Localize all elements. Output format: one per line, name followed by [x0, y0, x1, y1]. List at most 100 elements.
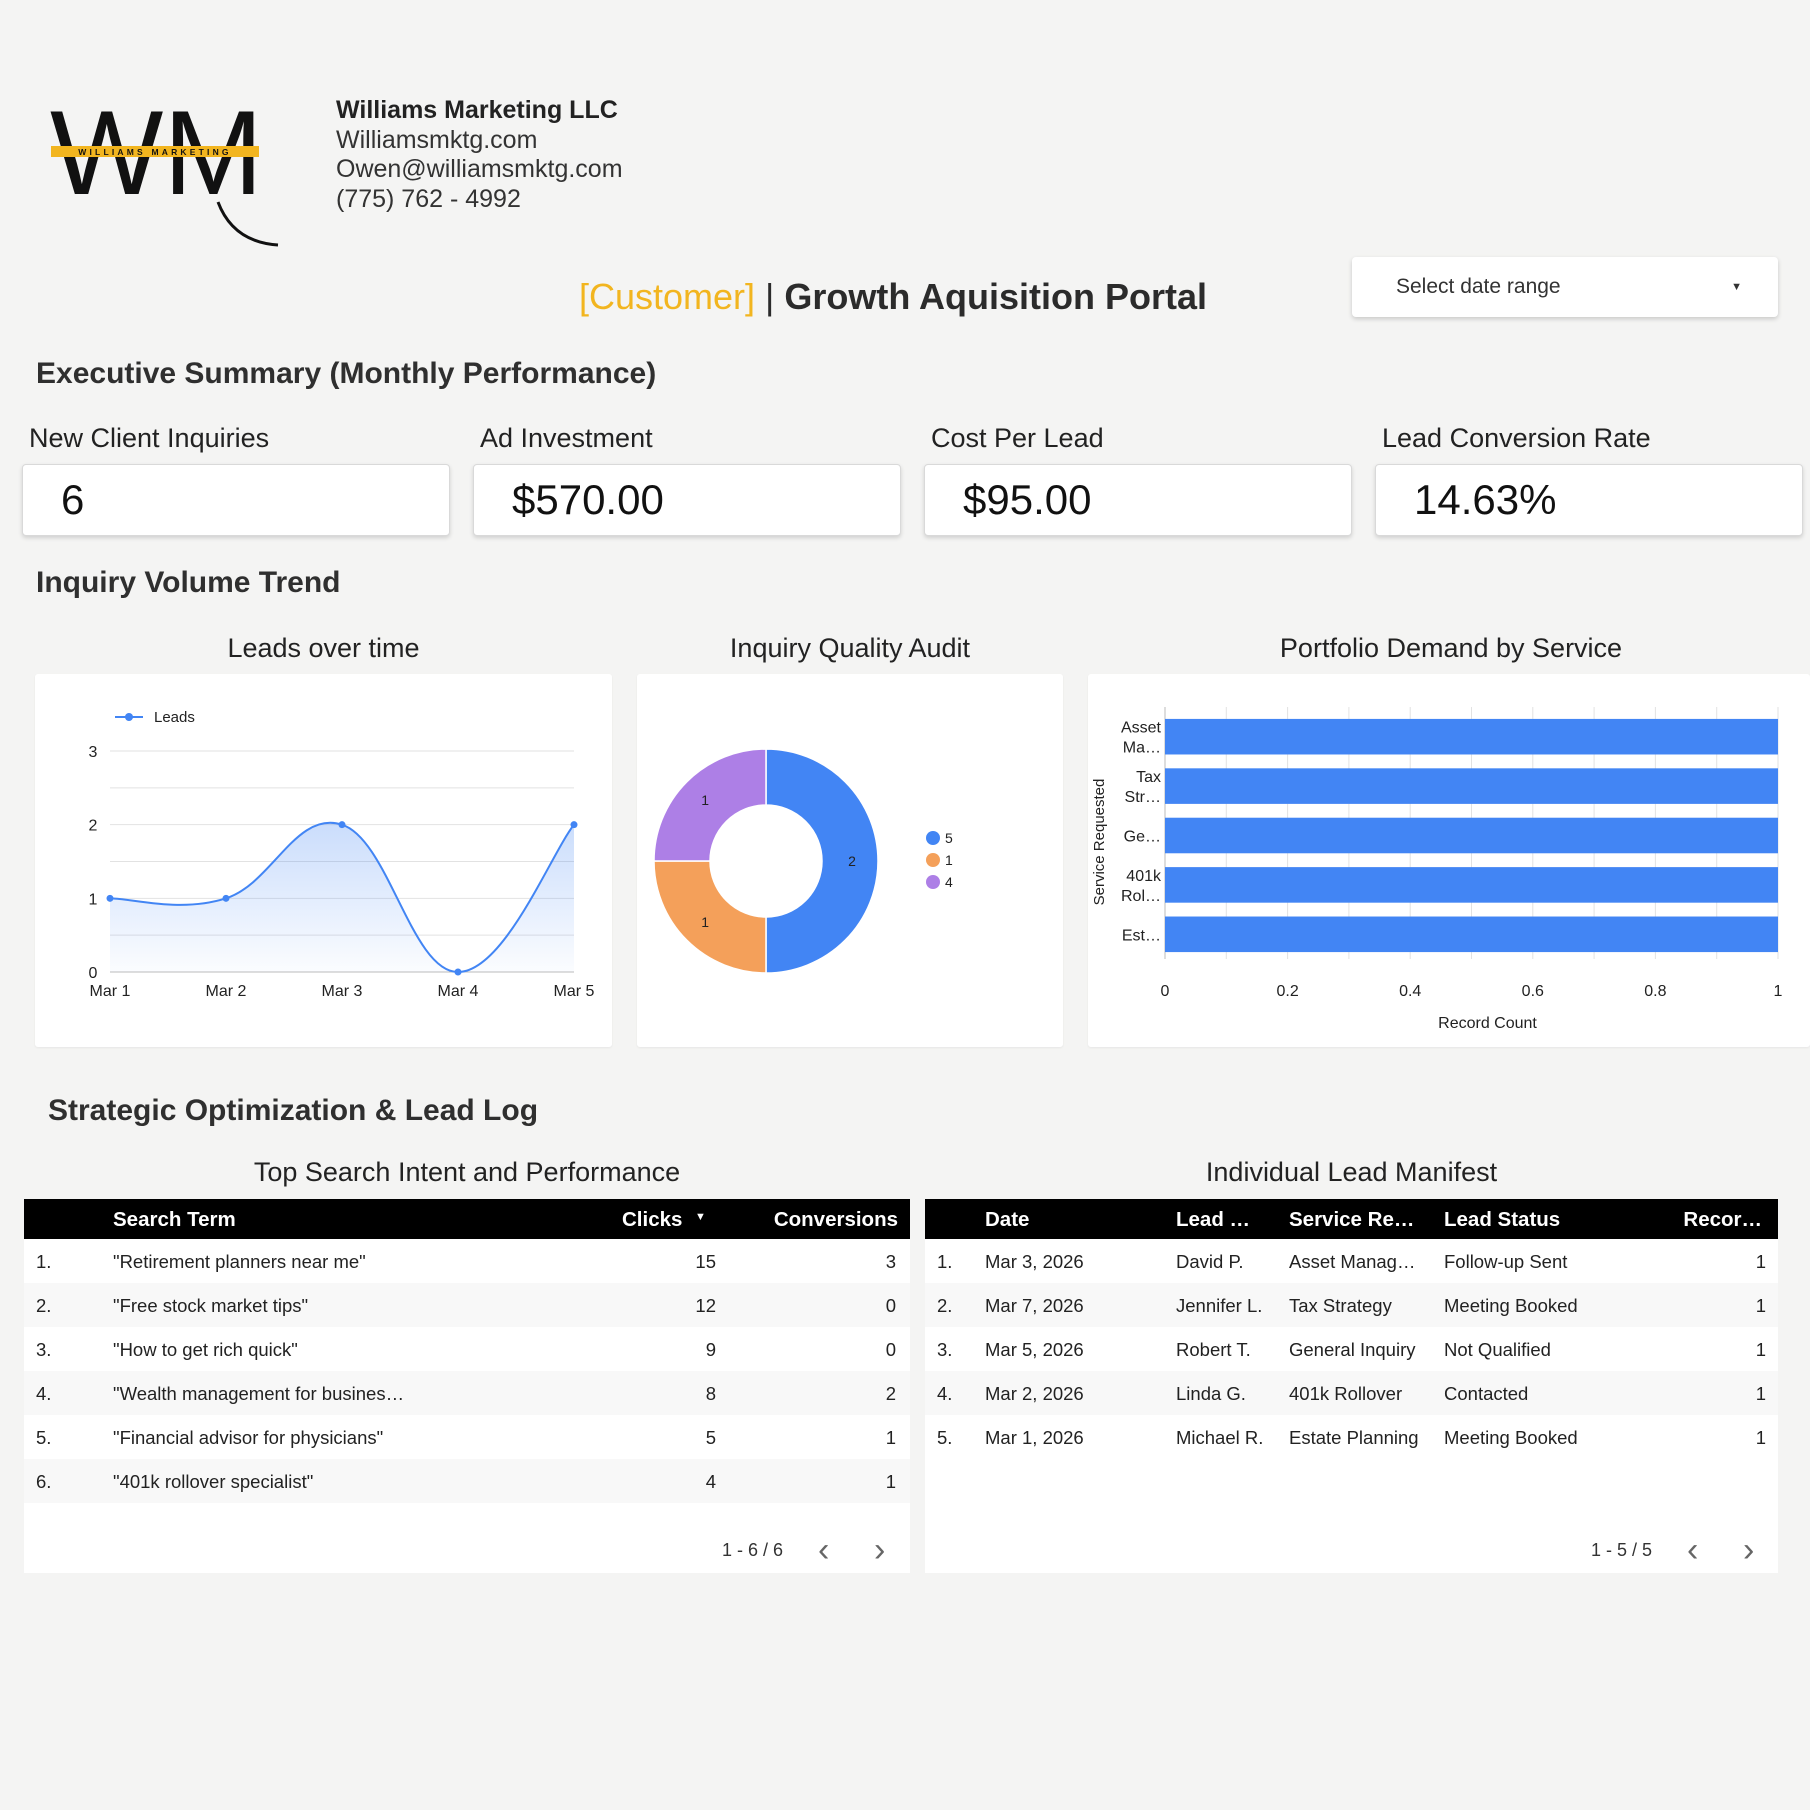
table-row[interactable]: 6. "401k rollover specialist" 4 1 [24, 1459, 910, 1503]
row-number: 5. [937, 1427, 953, 1448]
service-bar[interactable] [1165, 867, 1778, 903]
y-tick-label: 1 [89, 891, 98, 908]
y-tick-label: Rol… [1121, 888, 1161, 905]
table-row[interactable]: 4. "Wealth management for busines… 8 2 [24, 1371, 910, 1415]
x-tick-label: Mar 5 [554, 983, 595, 1000]
quality-donut-chart: 2 1 1 5 1 4 [653, 748, 953, 974]
legend-swatch-icon [926, 853, 940, 867]
manifest-table-next-icon[interactable]: › [1743, 1531, 1755, 1569]
column-header-lead[interactable]: Lead … [1176, 1208, 1251, 1231]
service-bar[interactable] [1165, 718, 1778, 755]
table-row[interactable]: 2. Mar 7, 2026 Jennifer L. Tax Strategy Meet… [925, 1283, 1778, 1327]
leads-point[interactable] [454, 968, 462, 976]
table-row[interactable]: 5. "Financial advisor for physicians" 5 1 [24, 1415, 910, 1459]
service-cell: Estate Planning [1289, 1427, 1419, 1448]
column-header-clicks[interactable]: Clicks [622, 1208, 683, 1231]
date-range-select[interactable]: Select date range ▼ [1352, 257, 1778, 317]
clicks-cell: 4 [705, 1471, 716, 1492]
conversions-cell: 1 [885, 1427, 896, 1448]
company-name: Williams Marketing LLC [336, 96, 618, 124]
conversions-cell: 0 [885, 1339, 896, 1360]
column-header-date[interactable]: Date [985, 1208, 1030, 1231]
quality-chart-panel: 2 1 1 5 1 4 [637, 674, 1063, 1047]
table-row[interactable]: 1. Mar 3, 2026 David P. Asset Manag… Follow-… [925, 1239, 1778, 1283]
search-table-pagination: 1 - 6 / 6 [722, 1540, 784, 1560]
column-header-conversions[interactable]: Conversions [773, 1208, 898, 1231]
kpi-value-cost-per-lead: $95.00 [924, 464, 1352, 536]
leads-area [110, 822, 574, 972]
legend-label: 1 [945, 852, 953, 868]
date-cell: Mar 2, 2026 [985, 1383, 1084, 1404]
leads-point[interactable] [222, 894, 230, 902]
kpi-label-ad-investment: Ad Investment [480, 423, 653, 453]
x-tick-label: 0 [1161, 983, 1170, 1000]
row-number: 5. [36, 1427, 52, 1448]
leads-point[interactable] [570, 821, 578, 829]
clicks-cell: 15 [695, 1251, 716, 1272]
lead-name-cell: Robert T. [1176, 1339, 1251, 1360]
legend-label: 5 [945, 830, 953, 846]
x-tick-label: Mar 1 [90, 983, 131, 1000]
table-row[interactable]: 3. "How to get rich quick" 9 0 [24, 1327, 910, 1371]
row-number: 1. [937, 1251, 953, 1272]
record-count-cell: 1 [1755, 1383, 1766, 1404]
legend-swatch-icon [926, 875, 940, 889]
search-table-prev-icon[interactable]: ‹ [818, 1531, 830, 1569]
donut-slice[interactable] [653, 748, 767, 862]
table-row[interactable]: 1. "Retirement planners near me" 15 3 [24, 1239, 910, 1283]
search-term-cell: "Retirement planners near me" [113, 1251, 366, 1272]
company-logo: WM WILLIAMS MARKETING [50, 86, 279, 247]
donut-slice[interactable] [653, 860, 767, 974]
slice-label: 1 [701, 914, 709, 930]
conversions-cell: 3 [885, 1251, 896, 1272]
date-cell: Mar 7, 2026 [985, 1295, 1084, 1316]
row-number: 1. [36, 1251, 52, 1272]
dropdown-caret-icon: ▼ [1731, 281, 1742, 293]
legend-label: Leads [154, 709, 195, 726]
search-term-cell: "Wealth management for busines… [113, 1383, 405, 1404]
company-info: Williams Marketing LLC Williamsmktg.com … [336, 96, 623, 214]
manifest-table: Date Lead … Service Re… Lead Status Reco… [925, 1199, 1778, 1573]
x-tick-label: Mar 3 [322, 983, 363, 1000]
table-row[interactable]: 3. Mar 5, 2026 Robert T. General Inquiry Not… [925, 1327, 1778, 1371]
manifest-table-prev-icon[interactable]: ‹ [1687, 1531, 1699, 1569]
portfolio-chart-panel: 0 0.2 0.4 0.6 0.8 1 Asset Ma… Tax Str… Ge… 401k Rol…… [1088, 674, 1810, 1047]
search-term-cell: "Free stock market tips" [113, 1295, 309, 1316]
service-cell: Tax Strategy [1289, 1295, 1392, 1316]
conversions-cell: 2 [885, 1383, 896, 1404]
table-row[interactable]: 5. Mar 1, 2026 Michael R. Estate Planning Me… [925, 1415, 1778, 1459]
lead-name-cell: Michael R. [1176, 1427, 1264, 1448]
clicks-cell: 12 [695, 1295, 716, 1316]
table-row[interactable]: 2. "Free stock market tips" 12 0 [24, 1283, 910, 1327]
lead-status-cell: Not Qualified [1444, 1339, 1551, 1360]
legend-swatch-icon [926, 831, 940, 845]
leads-chart-panel: 0 1 2 3 Mar 1 Mar 2 Mar 3 Mar 4 Mar 5 Leads [35, 674, 612, 1047]
y-tick-label: Tax [1136, 769, 1161, 786]
sort-descending-icon[interactable]: ▼ [695, 1211, 706, 1223]
manifest-table-header: Date Lead … Service Re… Lead Status Reco… [925, 1199, 1778, 1239]
donut-slice[interactable] [765, 748, 879, 974]
column-header-lead-status[interactable]: Lead Status [1444, 1208, 1561, 1231]
title-main: Growth Aquisition Portal [784, 276, 1208, 317]
service-bar[interactable] [1165, 916, 1778, 953]
table-row[interactable]: 4. Mar 2, 2026 Linda G. 401k Rollover Contac… [925, 1371, 1778, 1415]
service-bar[interactable] [1165, 768, 1778, 804]
lead-status-cell: Contacted [1444, 1383, 1529, 1404]
leads-point[interactable] [106, 894, 114, 902]
column-header-service[interactable]: Service Re… [1289, 1208, 1415, 1231]
leads-point[interactable] [338, 821, 346, 829]
column-header-record[interactable]: Recor… [1683, 1208, 1762, 1231]
y-tick-label: Ma… [1123, 740, 1161, 757]
y-axis-label: Service Requested [1091, 779, 1108, 906]
search-table-header: Search Term Clicks ▼ Conversions [24, 1199, 910, 1239]
search-table-next-icon[interactable]: › [874, 1531, 886, 1569]
portfolio-chart-title: Portfolio Demand by Service [1279, 633, 1623, 663]
kpi-label-conversion-rate: Lead Conversion Rate [1382, 423, 1651, 453]
column-header-search-term[interactable]: Search Term [113, 1208, 236, 1231]
lead-status-cell: Meeting Booked [1444, 1427, 1578, 1448]
row-number: 2. [36, 1295, 52, 1316]
row-number: 3. [36, 1339, 52, 1360]
service-bar[interactable] [1165, 817, 1778, 854]
y-tick-label: 0 [89, 965, 98, 982]
manifest-table-pagination: 1 - 5 / 5 [1591, 1540, 1653, 1560]
